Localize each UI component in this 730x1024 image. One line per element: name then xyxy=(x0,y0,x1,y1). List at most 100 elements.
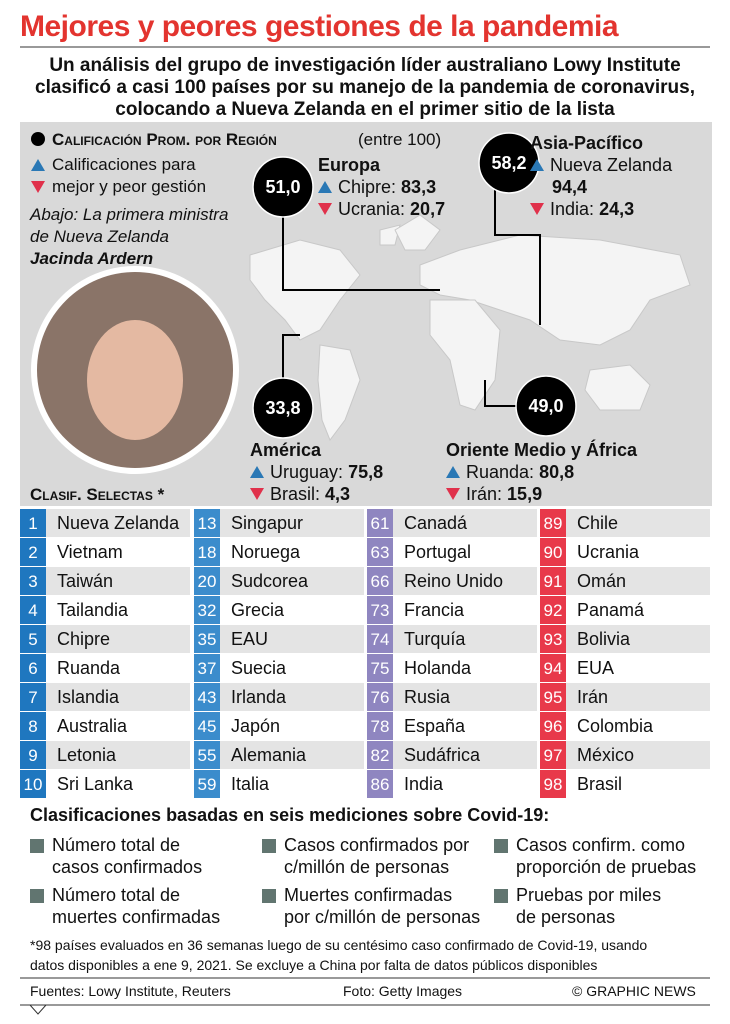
photo-caption: de Nueva Zelanda xyxy=(30,227,169,246)
region-name: Asia-Pacífico xyxy=(530,133,644,153)
criteria-text: Casos confirm. como xyxy=(516,835,686,855)
legend-text: mejor y peor gestión xyxy=(52,177,207,196)
rank-box xyxy=(367,683,393,711)
rank-box xyxy=(20,712,46,740)
row-background xyxy=(566,683,710,711)
country: Brasil: xyxy=(270,484,321,504)
rank-box xyxy=(20,567,46,595)
region-worst: Brasil: 4,3 xyxy=(270,485,350,503)
region-average-circle xyxy=(252,377,314,439)
rank: 59 xyxy=(197,775,217,794)
region-name: América xyxy=(250,440,322,460)
rank-box xyxy=(194,683,220,711)
criteria-text: Número total de xyxy=(52,835,181,855)
country: Nueva Zelanda xyxy=(550,155,673,175)
criteria-icon xyxy=(30,839,44,853)
rank: 7 xyxy=(28,688,38,707)
country: España xyxy=(404,716,466,736)
rank-box xyxy=(540,741,566,769)
country: Australia xyxy=(57,716,128,736)
criteria-text: muertes confirmadas xyxy=(52,907,221,927)
row-background xyxy=(220,625,364,653)
criteria-heading: Clasificaciones basadas en seis medicion… xyxy=(30,805,550,825)
legend-heading: Calificación Prom. por Región xyxy=(52,130,277,149)
rank-box xyxy=(20,770,46,798)
rank-box xyxy=(540,683,566,711)
rank-box xyxy=(367,567,393,595)
country: Canadá xyxy=(404,513,468,533)
rank: 55 xyxy=(197,746,217,765)
country: México xyxy=(577,745,635,765)
rank: 3 xyxy=(28,572,38,591)
region-worst: Ucrania: 20,7 xyxy=(338,200,445,218)
rank-box xyxy=(540,625,566,653)
worst-icon xyxy=(446,488,460,500)
row-background xyxy=(46,683,190,711)
best-icon xyxy=(318,181,332,193)
title: Mejores y peores gestiones de la pandemi… xyxy=(20,10,619,43)
rank-box xyxy=(194,625,220,653)
best-icon xyxy=(250,466,264,478)
best-icon xyxy=(530,159,544,171)
country: Turquía xyxy=(404,629,466,649)
rank-box xyxy=(367,741,393,769)
criteria-icon xyxy=(30,889,44,903)
country: Chipre: xyxy=(338,177,397,197)
rank-box xyxy=(20,538,46,566)
rank: 8 xyxy=(28,717,38,736)
best-icon xyxy=(446,466,460,478)
region-average: 51,0 xyxy=(265,177,301,197)
legend-note: (entre 100) xyxy=(358,130,442,149)
rank: 89 xyxy=(543,514,563,533)
rank: 5 xyxy=(28,630,38,649)
rank: 98 xyxy=(543,775,563,794)
row-background xyxy=(393,683,537,711)
rank: 97 xyxy=(543,746,563,765)
rank: 91 xyxy=(543,572,563,591)
worst-icon xyxy=(250,488,264,500)
rank: 9 xyxy=(28,746,38,765)
rank-box xyxy=(367,538,393,566)
row-background xyxy=(566,567,710,595)
rank: 73 xyxy=(370,601,390,620)
rank-box xyxy=(194,770,220,798)
rank-box xyxy=(367,596,393,624)
rank: 82 xyxy=(370,746,390,765)
criteria-text: de personas xyxy=(516,907,616,927)
score: 83,3 xyxy=(401,177,437,197)
rank: 66 xyxy=(370,572,390,591)
rank-box xyxy=(540,567,566,595)
country: Sudcorea xyxy=(231,571,309,591)
rank-box xyxy=(20,509,46,537)
country: Noruega xyxy=(231,542,301,562)
rank: 75 xyxy=(370,659,390,678)
criteria-icon xyxy=(494,889,508,903)
rank-box xyxy=(540,509,566,537)
score: 75,8 xyxy=(348,462,384,482)
region-best-score: 94,4 xyxy=(552,178,587,196)
row-background xyxy=(393,741,537,769)
rank-box xyxy=(540,770,566,798)
subtitle: clasificó a casi 100 países por su manej… xyxy=(35,77,695,98)
rank-box xyxy=(194,509,220,537)
row-background xyxy=(566,741,710,769)
rank: 92 xyxy=(543,601,563,620)
country: Suecia xyxy=(231,658,287,678)
criteria-text: Pruebas por miles xyxy=(516,885,662,905)
score: 94,4 xyxy=(552,177,588,197)
country: Chile xyxy=(577,513,619,533)
country: Holanda xyxy=(404,658,472,678)
country: Letonia xyxy=(57,745,117,765)
rank: 86 xyxy=(370,775,390,794)
criteria-text: casos confirmados xyxy=(52,857,203,877)
rank-box xyxy=(367,509,393,537)
country: Irán xyxy=(577,687,609,707)
row-background xyxy=(220,509,364,537)
country: Irlanda xyxy=(231,687,287,707)
rank-box xyxy=(367,770,393,798)
rank-box xyxy=(20,625,46,653)
row-background xyxy=(220,567,364,595)
region-average-circle xyxy=(252,156,314,218)
worst-icon xyxy=(530,203,544,215)
row-background xyxy=(393,625,537,653)
